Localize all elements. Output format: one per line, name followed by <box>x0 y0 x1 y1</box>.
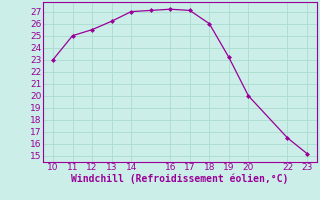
X-axis label: Windchill (Refroidissement éolien,°C): Windchill (Refroidissement éolien,°C) <box>71 174 289 184</box>
